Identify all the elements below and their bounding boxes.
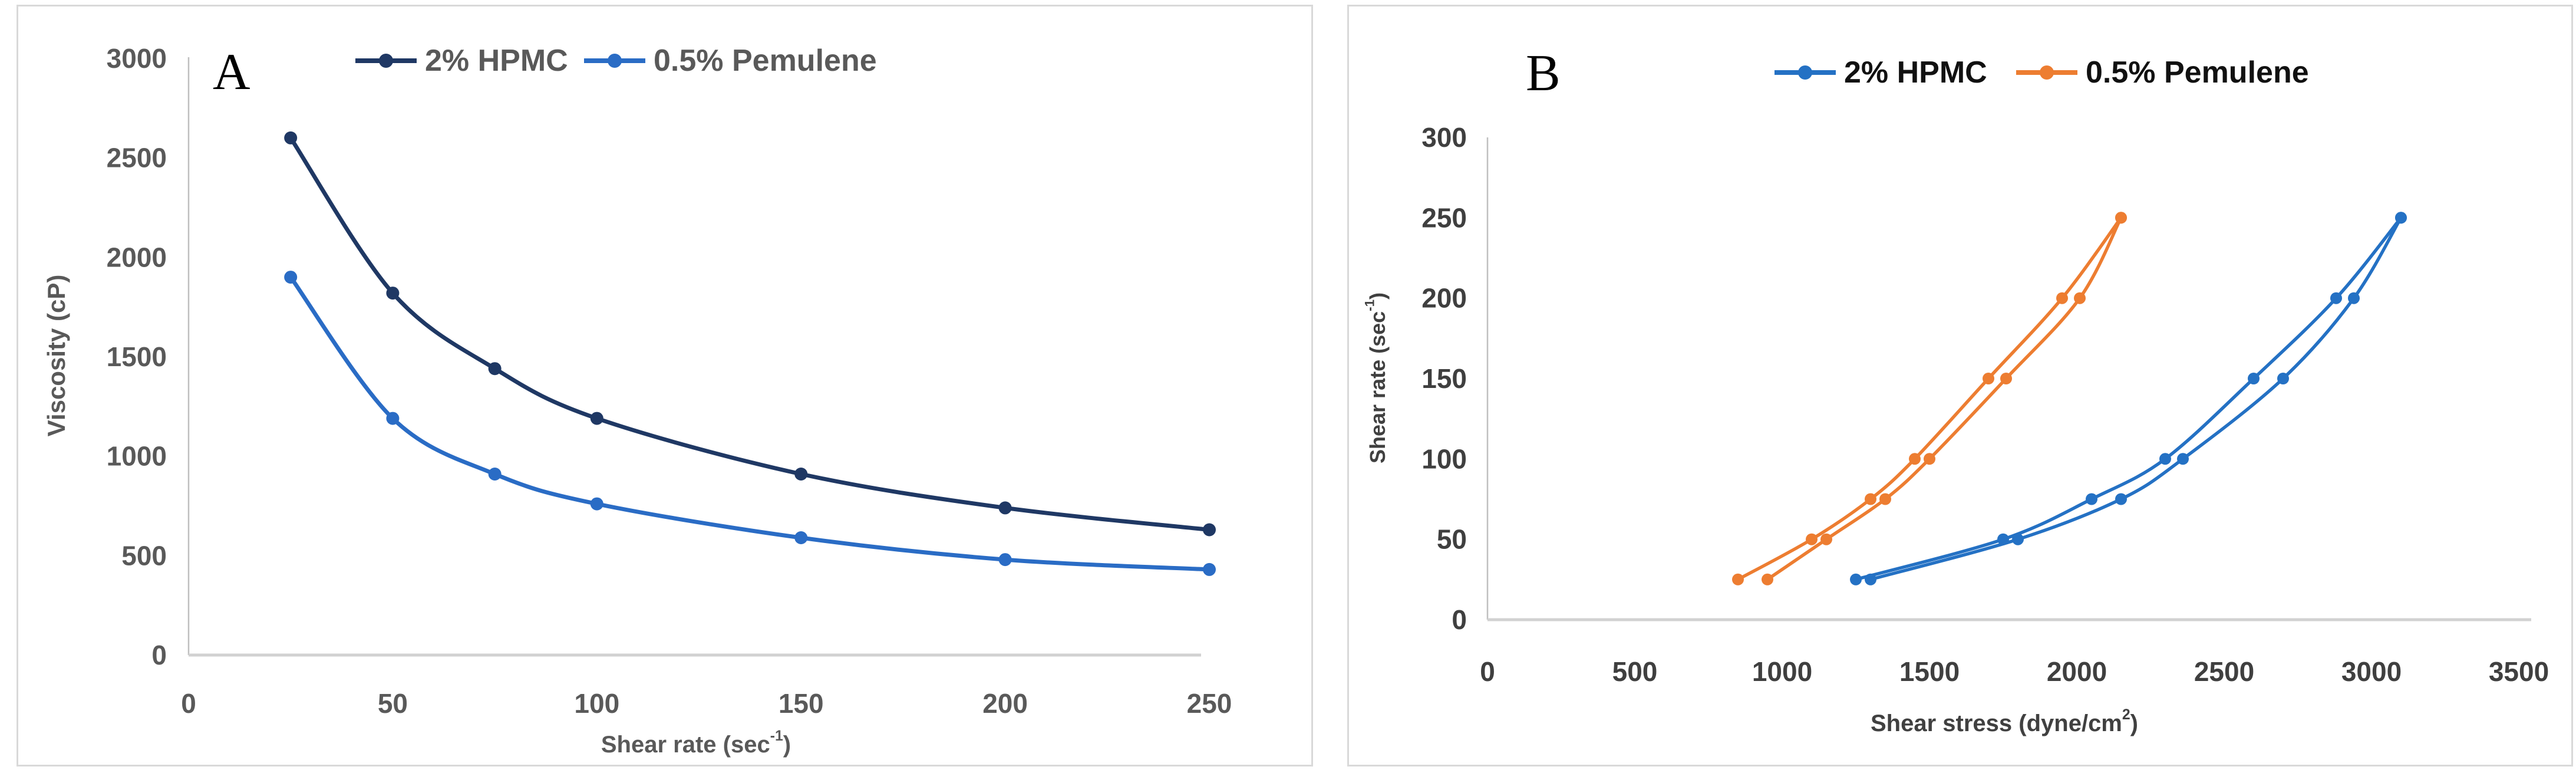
data-point-marker <box>794 531 808 544</box>
x-tick-label: 0 <box>1480 656 1495 687</box>
data-point-marker <box>998 553 1012 567</box>
legend-marker-icon <box>1798 65 1812 80</box>
panel-a: A 0 500 1000 1500 2000 2500 3000 0 50 100 150 200 25… <box>17 5 1313 766</box>
x-tick-label: 0 <box>181 688 196 719</box>
y-tick-label: 0 <box>1452 604 1467 635</box>
x-tick-label: 200 <box>982 688 1028 719</box>
data-point-marker <box>2330 292 2342 304</box>
data-point-marker <box>590 412 603 425</box>
data-point-marker <box>284 271 298 284</box>
x-tick-label: 1500 <box>1899 656 1960 687</box>
x-axis-title: Shear rate (sec-1) <box>601 728 791 758</box>
data-point-marker <box>386 287 400 300</box>
data-point-marker <box>998 501 1012 515</box>
legend-marker-icon <box>2040 65 2054 80</box>
data-point-marker <box>2086 493 2097 505</box>
series-line <box>1854 216 2403 581</box>
x-tick-label: 1000 <box>1752 656 1812 687</box>
data-point-marker <box>1983 373 1994 384</box>
data-point-marker <box>386 412 400 425</box>
data-point-marker <box>2074 292 2086 304</box>
data-point-marker <box>2248 373 2260 384</box>
y-tick-label: 2000 <box>107 242 167 272</box>
x-tick-label: 2000 <box>2047 656 2107 687</box>
y-tick-label: 1000 <box>107 441 167 472</box>
y-tick-label: 150 <box>1421 363 1467 394</box>
data-point-marker <box>1879 493 1891 505</box>
data-point-marker <box>1924 453 1935 465</box>
x-tick-label: 100 <box>574 688 619 719</box>
data-point-marker <box>1909 453 1921 465</box>
data-point-marker <box>794 468 808 481</box>
data-point-marker <box>1865 493 1876 505</box>
data-point-marker <box>1762 573 1773 585</box>
data-point-marker <box>1732 573 1744 585</box>
data-point-marker <box>488 468 502 481</box>
panel-b: B 0 50 100 150 200 250 300 0 500 1000 1500 2000 2500… <box>1347 5 2573 766</box>
y-tick-label: 50 <box>1437 524 1467 555</box>
data-point-marker <box>2056 292 2068 304</box>
legend-label: 0.5% Pemulene <box>2086 55 2309 90</box>
x-tick-label: 3500 <box>2489 656 2549 687</box>
series-line <box>288 275 1212 572</box>
legend-label: 0.5% Pemulene <box>654 44 877 78</box>
data-point-marker <box>2115 493 2127 505</box>
x-axis-title: Shear stress (dyne/cm2) <box>1871 706 2138 736</box>
data-point-marker <box>488 362 502 376</box>
data-point-marker <box>1806 533 1818 545</box>
data-point-marker <box>1865 573 1876 585</box>
series-line <box>288 136 1212 532</box>
data-point-marker <box>2000 373 2012 384</box>
data-point-marker <box>2115 212 2127 224</box>
x-tick-label: 3000 <box>2341 656 2402 687</box>
data-point-marker <box>1850 573 1862 585</box>
chart-a-svg: 0 500 1000 1500 2000 2500 3000 0 50 100 150 200 250 S… <box>42 43 1232 758</box>
x-tick-label: 150 <box>779 688 824 719</box>
legend-marker-icon <box>379 54 393 68</box>
series-line <box>1766 216 2123 581</box>
data-point-marker <box>2177 453 2189 465</box>
y-tick-label: 500 <box>121 540 167 571</box>
data-point-marker <box>2012 533 2024 545</box>
data-point-marker <box>284 131 298 144</box>
data-point-marker <box>1203 523 1216 537</box>
y-tick-label: 2500 <box>107 143 167 173</box>
data-point-marker <box>2395 212 2407 224</box>
legend-label: 2% HPMC <box>425 44 568 78</box>
x-tick-label: 2500 <box>2194 656 2254 687</box>
y-tick-label: 200 <box>1421 283 1467 314</box>
legend-marker-icon <box>608 54 622 68</box>
y-tick-label: 1500 <box>107 341 167 372</box>
y-tick-label: 3000 <box>107 43 167 74</box>
legend-label: 2% HPMC <box>1844 55 1987 90</box>
data-point-marker <box>2348 292 2360 304</box>
panel-b-letter: B <box>1526 45 1561 102</box>
y-tick-label: 100 <box>1421 443 1467 474</box>
y-axis-title: Shear rate (sec-1) <box>1362 292 1390 463</box>
panel-a-letter: A <box>213 44 250 101</box>
y-tick-label: 300 <box>1421 122 1467 153</box>
data-point-marker <box>590 497 603 511</box>
data-point-marker <box>2277 373 2289 384</box>
data-point-marker <box>1203 562 1216 576</box>
series-line <box>1869 216 2403 581</box>
y-tick-label: 250 <box>1421 202 1467 233</box>
x-tick-label: 250 <box>1187 688 1232 719</box>
x-tick-label: 50 <box>378 688 408 719</box>
data-point-marker <box>2159 453 2171 465</box>
x-tick-label: 500 <box>1612 656 1658 687</box>
data-point-marker <box>1820 533 1832 545</box>
y-axis-title: Viscosity (cP) <box>42 275 70 437</box>
y-tick-label: 0 <box>151 640 167 670</box>
